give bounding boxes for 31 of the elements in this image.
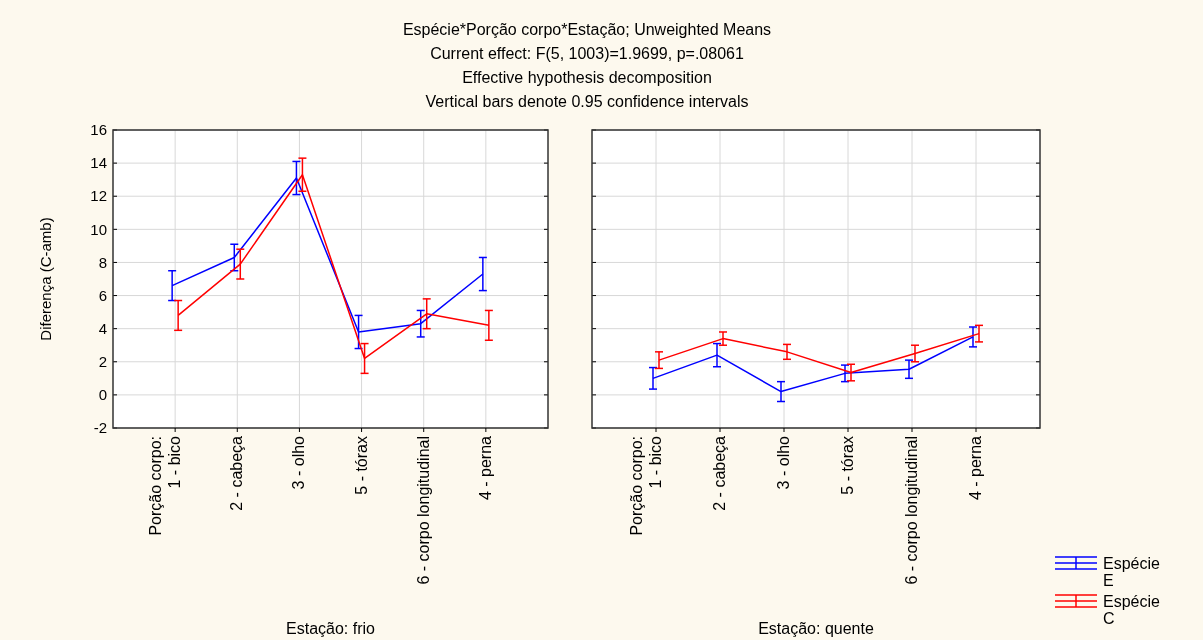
x-tick-label: 3 - olho (290, 435, 308, 490)
y-tick-label: 0 (98, 386, 107, 404)
y-tick-label: 6 (98, 286, 107, 304)
y-tick-label: 10 (90, 220, 107, 238)
y-tick-label: 12 (90, 187, 107, 205)
y-tick-label: 4 (98, 319, 107, 337)
x-tick-label: 2 - cabeça (711, 435, 728, 511)
x-tick-label: 4 - perna (967, 435, 984, 501)
y-tick-label: 16 (90, 121, 107, 139)
x-tick-label: Porção corpo: 1 - bico (628, 435, 664, 536)
legend-label: Espécie C (1103, 593, 1161, 627)
x-tick-label: 4 - perna (476, 435, 494, 501)
x-tick-label: Porção corpo: 1 - bico (147, 435, 184, 536)
text: Espécie*Porção corpo*Estação; Unweighted Means (402, 21, 772, 38)
x-axis-title: Estação: frio (286, 620, 376, 637)
x-tick-label: 2 - cabeça (228, 435, 246, 511)
y-tick-label: 2 (98, 353, 107, 371)
x-tick-label: 5 - tórax (352, 436, 370, 495)
x-tick-label: 3 - olho (775, 435, 792, 490)
x-tick-label: 6 - corpo longitudinal (903, 436, 920, 585)
x-tick-label: 6 - corpo longitudinal (414, 436, 432, 585)
y-tick-label: -2 (93, 419, 107, 437)
text: Effective hypothesis decomposition (462, 69, 712, 86)
x-tick-label: 5 - tórax (839, 436, 856, 495)
text: Vertical bars denote 0.95 confidence intervals (425, 93, 749, 110)
y-tick-label: 8 (98, 253, 107, 271)
text: Current effect: F(5, 1003)=1.9699, p=.08061 (430, 45, 744, 62)
y-tick-label: 14 (90, 154, 107, 172)
legend-label: Espécie E (1103, 555, 1161, 589)
y-axis-title: Diferença (C-amb) (37, 217, 54, 341)
x-axis-title: Estação: quente (758, 620, 874, 637)
